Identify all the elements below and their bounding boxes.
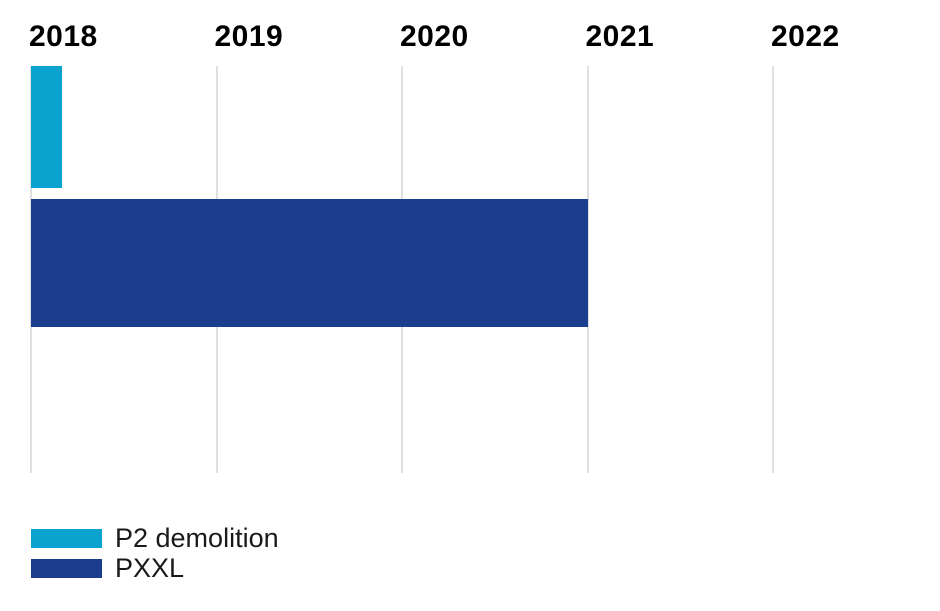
x-tick-2019: 2019 <box>214 20 284 53</box>
x-tick-2021: 2021 <box>585 20 655 53</box>
bar-p2-demolition <box>31 66 62 188</box>
legend: P2 demolition PXXL <box>31 523 279 583</box>
x-tick-2022: 2022 <box>771 20 840 53</box>
legend-swatch-p2-demolition <box>31 528 102 548</box>
plot-area <box>0 66 940 473</box>
x-tick-2018: 2018 <box>29 20 98 53</box>
legend-label-p2-demolition: P2 demolition <box>115 523 279 553</box>
legend-label-pxxl: PXXL <box>115 553 185 583</box>
gridline-2021 <box>586 66 589 473</box>
x-axis-labels: 2018 2019 2020 2021 2022 <box>0 20 940 60</box>
x-tick-2020: 2020 <box>400 20 469 53</box>
gridline-2022 <box>772 66 774 473</box>
legend-item-p2-demolition: P2 demolition <box>31 523 279 553</box>
legend-swatch-pxxl <box>31 558 102 578</box>
bar-pxxl <box>31 199 588 327</box>
legend-item-pxxl: PXXL <box>31 553 279 583</box>
